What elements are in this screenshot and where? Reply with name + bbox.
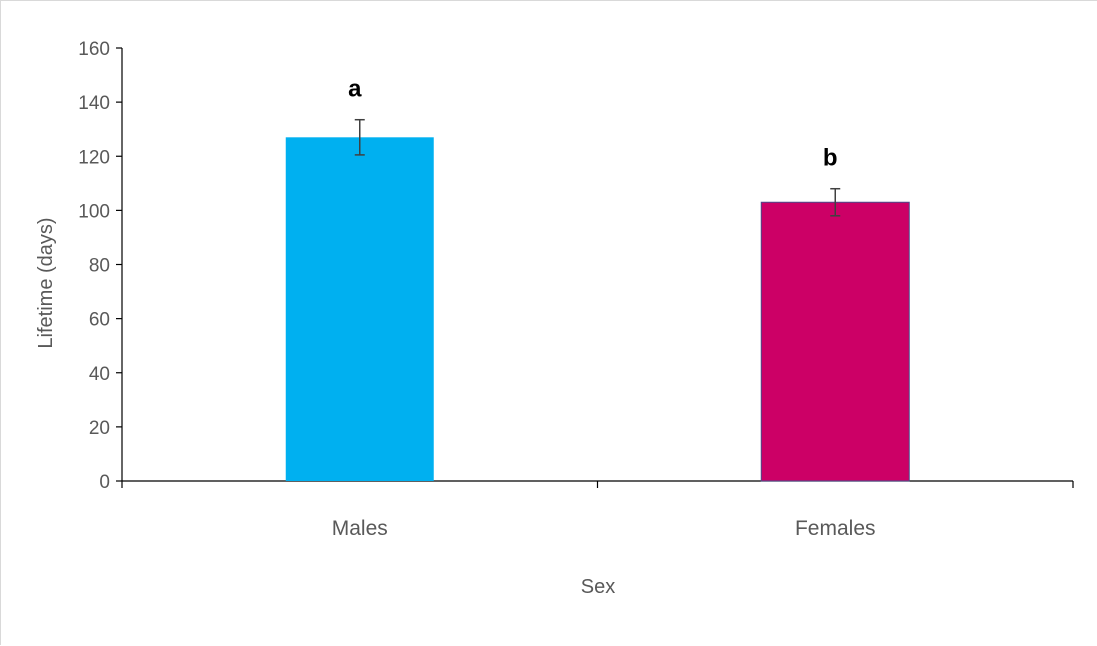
bar-males xyxy=(285,137,434,481)
x-tick-label: Males xyxy=(332,517,388,540)
y-tick-label: 140 xyxy=(78,93,110,114)
x-tick-label: Females xyxy=(795,517,876,540)
y-tick-label: 0 xyxy=(99,472,110,493)
y-tick-label: 20 xyxy=(89,418,110,439)
y-tick-label: 100 xyxy=(78,201,110,222)
x-axis: Males Females xyxy=(121,480,1074,540)
bars: ab xyxy=(285,76,910,482)
y-tick-label: 80 xyxy=(89,256,110,277)
significance-label: b xyxy=(823,145,838,172)
bar-females xyxy=(760,201,910,482)
significance-label: a xyxy=(348,76,362,103)
y-axis: 0 20 40 60 80 100 120 140 160 xyxy=(78,39,123,493)
y-tick-label: 160 xyxy=(78,39,110,60)
y-tick-label: 120 xyxy=(78,147,110,168)
y-tick-label: 40 xyxy=(89,364,110,385)
y-axis-title: Lifetime (days) xyxy=(35,217,57,348)
y-tick-label: 60 xyxy=(89,310,110,331)
x-axis-title: Sex xyxy=(581,576,615,598)
